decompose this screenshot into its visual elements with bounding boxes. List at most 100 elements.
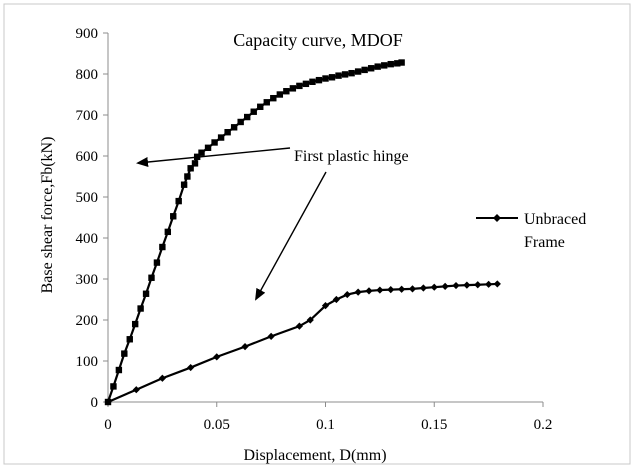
series-layer <box>104 59 501 406</box>
data-point <box>104 398 112 406</box>
data-point <box>354 68 362 75</box>
data-point <box>126 336 133 343</box>
data-point <box>213 353 221 361</box>
data-point <box>180 181 188 188</box>
y-axis-ticks: 0 100 200 300 400 500 600 700 800 900 <box>76 26 108 411</box>
y-tick-label: 900 <box>76 26 99 42</box>
data-point <box>244 113 251 121</box>
data-point <box>187 363 195 372</box>
data-point <box>175 197 182 205</box>
x-tick-label: 0.1 <box>316 417 335 433</box>
data-point <box>296 82 303 90</box>
y-axis-label: Base shear force,Fb(kN) <box>39 137 56 294</box>
annotation-arrow-to-unbraced <box>255 171 327 301</box>
x-tick-label: 0.05 <box>204 417 230 433</box>
data-point <box>250 108 257 115</box>
data-point <box>184 173 191 180</box>
data-point <box>198 149 205 156</box>
annotation-text: First plastic hinge <box>294 148 409 165</box>
chart-border <box>3 3 631 465</box>
annotation-arrow-to-yield <box>136 147 291 167</box>
data-point <box>474 281 482 289</box>
y-tick-label: 800 <box>76 67 99 83</box>
data-point <box>257 103 264 110</box>
annotation-first-plastic-hinge: First plastic hinge <box>136 147 409 301</box>
data-point <box>302 80 310 88</box>
data-point <box>187 165 194 172</box>
data-point <box>365 287 373 295</box>
data-point <box>430 283 438 291</box>
data-point <box>485 280 493 288</box>
data-point <box>348 69 355 77</box>
data-point <box>121 350 128 357</box>
y-tick-label: 100 <box>76 354 99 370</box>
data-point <box>211 139 218 146</box>
data-point <box>170 213 177 220</box>
chart-title: Capacity curve, MDOF <box>233 30 402 50</box>
series-line <box>107 282 498 404</box>
data-point <box>115 366 123 374</box>
data-point <box>361 66 368 74</box>
data-point <box>493 280 501 288</box>
data-point <box>367 65 375 72</box>
data-point <box>441 282 449 290</box>
data-point <box>332 295 340 304</box>
data-point <box>343 290 351 299</box>
x-tick-label: 0 <box>104 417 112 433</box>
y-tick-label: 200 <box>76 313 99 329</box>
data-point <box>322 75 329 82</box>
data-point <box>398 285 406 293</box>
data-point <box>230 124 238 131</box>
data-point <box>153 259 161 266</box>
data-point <box>315 76 323 84</box>
data-point <box>387 60 394 68</box>
legend-label-line1: Unbraced <box>524 211 586 228</box>
data-point <box>191 160 199 167</box>
legend-label-line2: Frame <box>524 234 565 251</box>
series-1 <box>104 59 405 406</box>
data-point <box>148 274 155 281</box>
legend: Unbraced Frame <box>476 211 586 251</box>
x-axis-label: Displacement, D(mm) <box>243 447 386 464</box>
series-2 <box>104 280 501 406</box>
data-point <box>237 118 244 126</box>
data-point <box>263 99 270 106</box>
x-tick-label: 0.2 <box>534 417 553 433</box>
data-point <box>276 91 284 98</box>
data-point <box>110 383 117 390</box>
data-point <box>419 284 427 292</box>
x-tick-label: 0.15 <box>421 417 447 433</box>
data-point <box>309 78 316 85</box>
data-point <box>137 305 144 312</box>
data-point <box>224 129 231 136</box>
data-point <box>354 288 362 296</box>
data-point <box>398 59 405 66</box>
data-point <box>270 94 277 102</box>
data-point <box>452 281 460 290</box>
y-tick-label: 600 <box>76 149 99 165</box>
data-point <box>289 85 297 92</box>
data-point <box>283 88 290 95</box>
data-point <box>394 60 401 67</box>
data-point <box>295 322 303 330</box>
data-point <box>381 62 388 69</box>
y-tick-label: 300 <box>76 272 99 288</box>
data-point <box>387 286 395 294</box>
data-point <box>158 374 166 382</box>
x-axis-ticks: 0 0.05 0.1 0.15 0.2 <box>104 402 552 433</box>
data-point <box>267 332 275 340</box>
data-point <box>321 302 330 310</box>
data-point <box>204 144 212 151</box>
data-point <box>142 290 150 297</box>
data-point <box>306 316 314 324</box>
data-point <box>374 63 381 70</box>
data-point <box>132 386 140 394</box>
data-point <box>328 74 336 81</box>
data-point <box>217 134 225 141</box>
data-point <box>131 320 139 328</box>
data-point <box>159 243 166 251</box>
legend-marker <box>493 214 501 222</box>
data-point <box>241 343 249 351</box>
